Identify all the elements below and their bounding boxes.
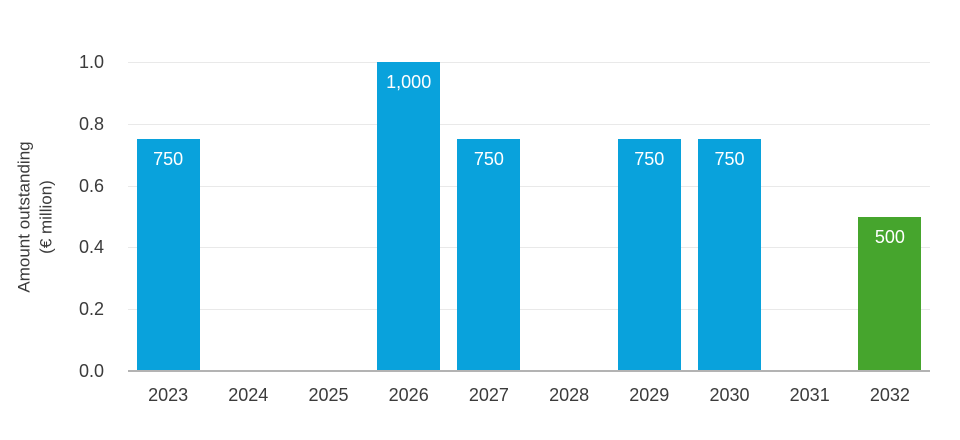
bar-2030: 750: [698, 139, 761, 371]
y-tick-label-0.4: 0.4: [78, 237, 104, 258]
bar-2032: 500: [858, 216, 922, 371]
x-tick-label-2026: 2026: [388, 385, 429, 405]
y-axis-title-line1: Amount outstanding: [15, 140, 34, 293]
gridline-1.0: [128, 62, 930, 63]
bar-2026: 1,000: [377, 62, 441, 371]
y-axis-title-line2: (€ million): [37, 179, 56, 254]
x-tick-label-2027: 2027: [468, 385, 509, 405]
gridline-0.6: [128, 185, 930, 187]
y-tick-label-0.6: 0.6: [78, 175, 104, 196]
bar-value-label-2032: 500: [874, 226, 905, 247]
y-axis-title: Amount outstanding (€ million): [8, 62, 64, 371]
x-tick-label-2024: 2024: [228, 385, 269, 405]
gridline-0.4: [128, 247, 930, 249]
plot-area: 750 1,000 750 750 750 500: [128, 62, 930, 371]
bar-2029: 750: [617, 139, 681, 371]
bar-value-label-2023: 750: [153, 149, 184, 170]
y-tick-label-0.2: 0.2: [78, 299, 104, 320]
bar-2027: 750: [457, 139, 521, 371]
bar-value-label-2026: 1,000: [386, 72, 432, 92]
x-tick-label-2030: 2030: [709, 385, 750, 405]
x-tick-label-2031: 2031: [789, 385, 830, 405]
x-tick-label-2023: 2023: [148, 385, 189, 405]
x-axis-line: [128, 370, 930, 372]
bar-value-label-2027: 750: [473, 149, 504, 170]
x-tick-label-2032: 2032: [869, 385, 910, 405]
x-tick-label-2029: 2029: [629, 385, 670, 405]
bar-2023: 750: [136, 139, 200, 371]
x-tick-label-2028: 2028: [549, 385, 590, 405]
gridline-0.8: [128, 123, 930, 125]
y-tick-label-0.8: 0.8: [78, 113, 104, 134]
y-tick-label-0.0: 0.0: [78, 361, 104, 381]
bar-value-label-2030: 750: [714, 149, 745, 170]
gridline-0.2: [128, 309, 930, 311]
x-tick-label-2025: 2025: [308, 385, 349, 405]
bar-value-label-2029: 750: [634, 149, 665, 170]
y-tick-label-1.0: 1.0: [78, 52, 104, 72]
